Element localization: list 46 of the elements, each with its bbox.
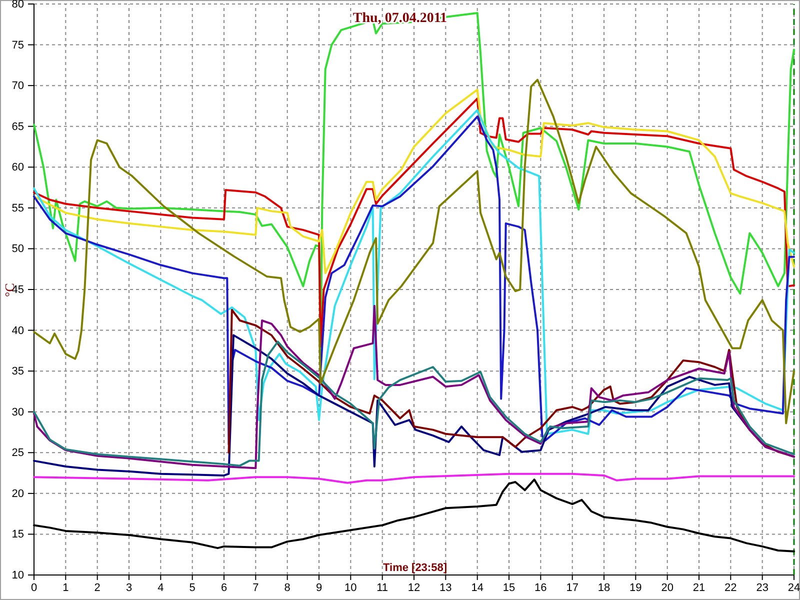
x-tick-label: 22 (724, 582, 737, 594)
x-tick-label: 2 (94, 582, 100, 594)
x-tick-label: 18 (598, 582, 610, 594)
line-series (228, 308, 795, 458)
y-tick-label: 35 (12, 366, 24, 378)
line-series (33, 472, 795, 484)
x-tick-label: 6 (220, 582, 228, 594)
y-tick-label: 20 (12, 488, 24, 500)
x-tick-label: 9 (316, 582, 322, 594)
y-tick-label: 80 (12, 0, 24, 11)
x-tick-label: 19 (630, 582, 642, 594)
x-tick-label: 21 (692, 582, 706, 594)
y-tick-label: 60 (12, 162, 24, 174)
line-series (33, 304, 795, 470)
y-tick-label: 45 (12, 284, 24, 296)
y-tick-label: 25 (12, 447, 24, 460)
y-tick-label: 65 (12, 120, 24, 133)
x-tick-label: 20 (661, 582, 674, 594)
x-tick-label: 1 (62, 582, 69, 594)
y-tick-label: 75 (12, 39, 24, 52)
y-tick-label: 40 (12, 324, 24, 337)
x-tick-label: 3 (126, 582, 132, 594)
line-series (33, 88, 795, 274)
y-tick-label: 50 (12, 243, 24, 256)
x-tick-label: 24 (788, 582, 800, 594)
x-tick-label: 10 (344, 582, 357, 594)
y-tick-label: 70 (12, 80, 24, 92)
x-tick-label: 13 (440, 582, 452, 594)
x-tick-label: 5 (189, 582, 196, 594)
y-tick-label: 30 (12, 406, 24, 418)
x-tick-label: 8 (284, 582, 290, 594)
y-tick-label: 10 (12, 570, 24, 582)
x-tick-label: 0 (30, 582, 38, 594)
x-tick-label: 12 (408, 582, 420, 594)
x-tick-label: 15 (502, 582, 516, 594)
x-axis-title: Time [23:58] (383, 562, 448, 574)
x-tick-label: 11 (376, 582, 388, 594)
line-series (33, 98, 795, 348)
x-tick-label: 4 (158, 582, 164, 594)
y-tick-label: 55 (12, 202, 24, 214)
x-tick-label: 16 (534, 582, 547, 594)
x-tick-label: 14 (471, 582, 484, 594)
y-tick-label: 15 (12, 528, 24, 541)
x-tick-label: 7 (252, 582, 259, 594)
x-tick-label: 17 (566, 582, 578, 594)
x-tick-label: 23 (756, 582, 768, 594)
